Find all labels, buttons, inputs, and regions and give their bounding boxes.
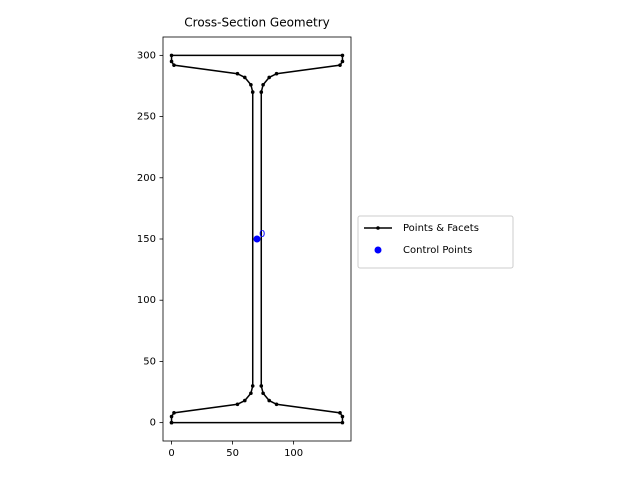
x-tick-label: 100	[284, 448, 303, 459]
vertex-marker	[250, 90, 255, 94]
vertex-marker	[338, 411, 342, 415]
x-tick-label: 50	[226, 448, 239, 459]
legend-label: Control Points	[403, 245, 472, 256]
vertex-marker	[250, 384, 255, 388]
vertex-marker	[235, 71, 240, 76]
vertex-marker	[274, 71, 279, 76]
vertex-marker	[340, 420, 345, 425]
vertex-marker	[169, 420, 174, 425]
control-point	[253, 235, 261, 243]
y-tick-label: 300	[137, 50, 156, 61]
y-tick-label: 50	[143, 356, 156, 367]
legend-label: Points & Facets	[403, 223, 479, 234]
vertex-marker	[259, 90, 264, 94]
vertex-marker	[172, 411, 176, 415]
legend-marker	[376, 226, 380, 230]
vertex-marker	[242, 75, 247, 80]
y-tick-label: 0	[150, 418, 156, 429]
y-tick-label: 250	[137, 112, 156, 123]
vertex-marker	[261, 82, 265, 87]
vertex-marker	[249, 82, 253, 87]
y-tick-label: 200	[137, 173, 156, 184]
vertex-marker	[267, 398, 272, 403]
vertex-marker	[172, 63, 176, 67]
legend-box	[357, 215, 514, 269]
chart-title: Cross-Section Geometry	[184, 16, 329, 30]
vertex-marker	[249, 391, 253, 396]
vertex-marker	[274, 402, 279, 407]
y-tick-label: 150	[137, 234, 156, 245]
vertex-marker	[340, 53, 345, 58]
vertex-marker	[242, 398, 247, 403]
vertex-marker	[259, 384, 264, 388]
plot-frame	[162, 36, 352, 442]
vertex-marker	[169, 414, 174, 419]
point-label: 0	[259, 229, 265, 240]
vertex-marker	[340, 414, 345, 419]
vertex-marker	[169, 59, 174, 64]
x-tick-label: 0	[168, 448, 174, 459]
legend-marker	[374, 246, 382, 254]
vertex-marker	[235, 402, 240, 407]
vertex-marker	[338, 63, 342, 67]
vertex-marker	[267, 75, 272, 80]
vertex-marker	[169, 53, 174, 58]
vertex-marker	[261, 391, 265, 396]
y-tick-label: 100	[137, 295, 156, 306]
vertex-marker	[340, 59, 345, 64]
